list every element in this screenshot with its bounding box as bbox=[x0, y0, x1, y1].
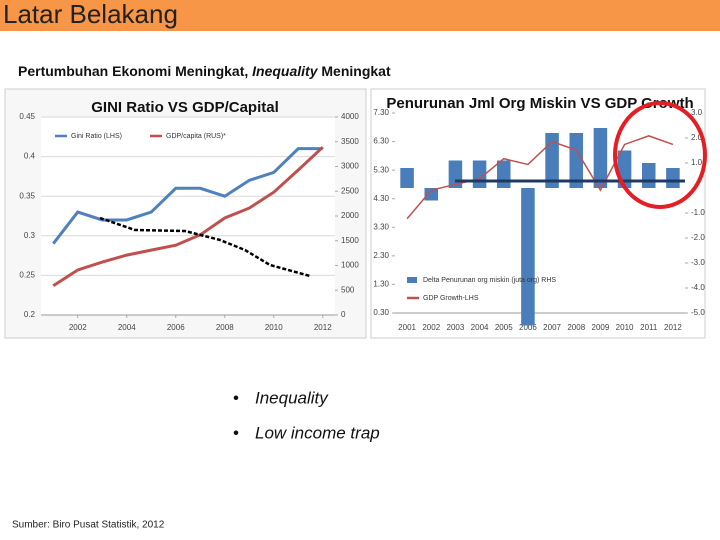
x-tick-label: 2004 bbox=[118, 323, 136, 332]
y-tick-label: 0.3 bbox=[24, 231, 36, 240]
bar bbox=[400, 168, 414, 188]
x-tick-label: 2008 bbox=[216, 323, 234, 332]
legend-label: GDP Growth-LHS bbox=[423, 295, 479, 302]
line-series bbox=[52, 147, 323, 245]
bullet: • bbox=[233, 388, 239, 407]
x-tick-label: 2002 bbox=[69, 323, 87, 332]
source-note: Sumber: Biro Pusat Statistik, 2012 bbox=[12, 520, 165, 531]
subtitle-part: Inequality bbox=[252, 63, 319, 79]
legend-label: Gini Ratio (LHS) bbox=[71, 133, 122, 140]
y2-tick-label: 2000 bbox=[341, 211, 359, 220]
y-tick-label: 3.30 bbox=[373, 222, 389, 231]
y2-tick-label: 4000 bbox=[341, 112, 359, 121]
y-tick-label: 6.30 bbox=[373, 137, 389, 146]
x-tick-label: 2010 bbox=[265, 323, 283, 332]
bar bbox=[569, 133, 584, 188]
y2-tick-label: 1.0 bbox=[691, 158, 703, 167]
bullet: • bbox=[233, 423, 239, 442]
y2-tick-label: -4.0 bbox=[691, 283, 705, 292]
bar bbox=[521, 188, 535, 326]
bar bbox=[424, 188, 439, 201]
bullet-text: Inequality bbox=[255, 388, 329, 407]
y-tick-label: 0.35 bbox=[19, 191, 35, 200]
y2-tick-label: -1.0 bbox=[691, 208, 705, 217]
legend-label: Delta Penurunan org miskin (juta org) RH… bbox=[423, 277, 556, 284]
x-tick-label: 2004 bbox=[471, 323, 489, 332]
y2-tick-label: -5.0 bbox=[691, 308, 705, 317]
y-tick-label: 7.30 bbox=[373, 108, 389, 117]
y2-tick-label: 3000 bbox=[341, 162, 359, 171]
y-tick-label: 1.30 bbox=[373, 280, 389, 289]
legend-label: GDP/capita (RUS)* bbox=[166, 133, 226, 140]
x-tick-label: 2010 bbox=[616, 323, 634, 332]
legend-swatch bbox=[407, 277, 417, 283]
x-tick-label: 2008 bbox=[567, 323, 585, 332]
y-tick-label: 0.4 bbox=[24, 152, 36, 161]
y-tick-label: 0.30 bbox=[373, 308, 389, 317]
chart-frame bbox=[370, 88, 706, 339]
bar bbox=[496, 160, 511, 188]
y-tick-label: 0.45 bbox=[19, 112, 35, 121]
trend-annotation bbox=[99, 216, 311, 278]
x-tick-label: 2003 bbox=[447, 323, 465, 332]
x-tick-label: 2012 bbox=[664, 323, 682, 332]
subtitle-part: Meningkat bbox=[318, 63, 391, 79]
y2-tick-label: 1500 bbox=[341, 236, 359, 245]
x-tick-label: 2012 bbox=[314, 323, 332, 332]
y2-tick-label: 3.0 bbox=[691, 108, 703, 117]
x-tick-label: 2007 bbox=[543, 323, 561, 332]
x-tick-label: 2001 bbox=[398, 323, 416, 332]
y2-tick-label: 3500 bbox=[341, 137, 359, 146]
y2-tick-label: 1000 bbox=[341, 261, 359, 270]
y2-tick-label: 2.0 bbox=[691, 133, 703, 142]
y-tick-label: 4.30 bbox=[373, 194, 389, 203]
y-tick-label: 2.30 bbox=[373, 251, 389, 260]
x-tick-label: 2002 bbox=[422, 323, 440, 332]
bar bbox=[666, 168, 680, 188]
y2-tick-label: 500 bbox=[341, 285, 355, 294]
bullet-text: Low income trap bbox=[255, 423, 380, 442]
line-series bbox=[406, 135, 674, 220]
chart-title: Penurunan Jml Org Miskin VS GDP Growth bbox=[386, 95, 693, 112]
x-tick-label: 2005 bbox=[495, 323, 513, 332]
y2-tick-label: -3.0 bbox=[691, 258, 705, 267]
y2-tick-label: -2.0 bbox=[691, 233, 705, 242]
y-tick-label: 0.2 bbox=[24, 310, 36, 319]
subtitle: Pertumbuhan Ekonomi Meningkat, Inequalit… bbox=[18, 63, 391, 79]
y2-tick-label: 2500 bbox=[341, 186, 359, 195]
plot-area bbox=[41, 117, 335, 315]
highlight-circle bbox=[613, 101, 707, 209]
line-series bbox=[52, 146, 324, 288]
bar bbox=[593, 128, 608, 188]
subtitle-part: Pertumbuhan Ekonomi Meningkat, bbox=[18, 63, 252, 79]
chart-title: GINI Ratio VS GDP/Capital bbox=[91, 99, 279, 116]
y2-tick-label: 0 bbox=[341, 310, 346, 319]
x-tick-label: 2009 bbox=[592, 323, 610, 332]
bar bbox=[545, 133, 559, 188]
x-tick-label: 2011 bbox=[640, 323, 658, 332]
x-tick-label: 2006 bbox=[519, 323, 537, 332]
x-tick-label: 2006 bbox=[167, 323, 185, 332]
header-title: Latar Belakang bbox=[3, 0, 178, 29]
header-bar bbox=[0, 0, 720, 31]
annotations bbox=[99, 101, 707, 278]
bar bbox=[641, 163, 656, 188]
y-tick-label: 5.30 bbox=[373, 165, 389, 174]
y-tick-label: 0.25 bbox=[19, 271, 35, 280]
